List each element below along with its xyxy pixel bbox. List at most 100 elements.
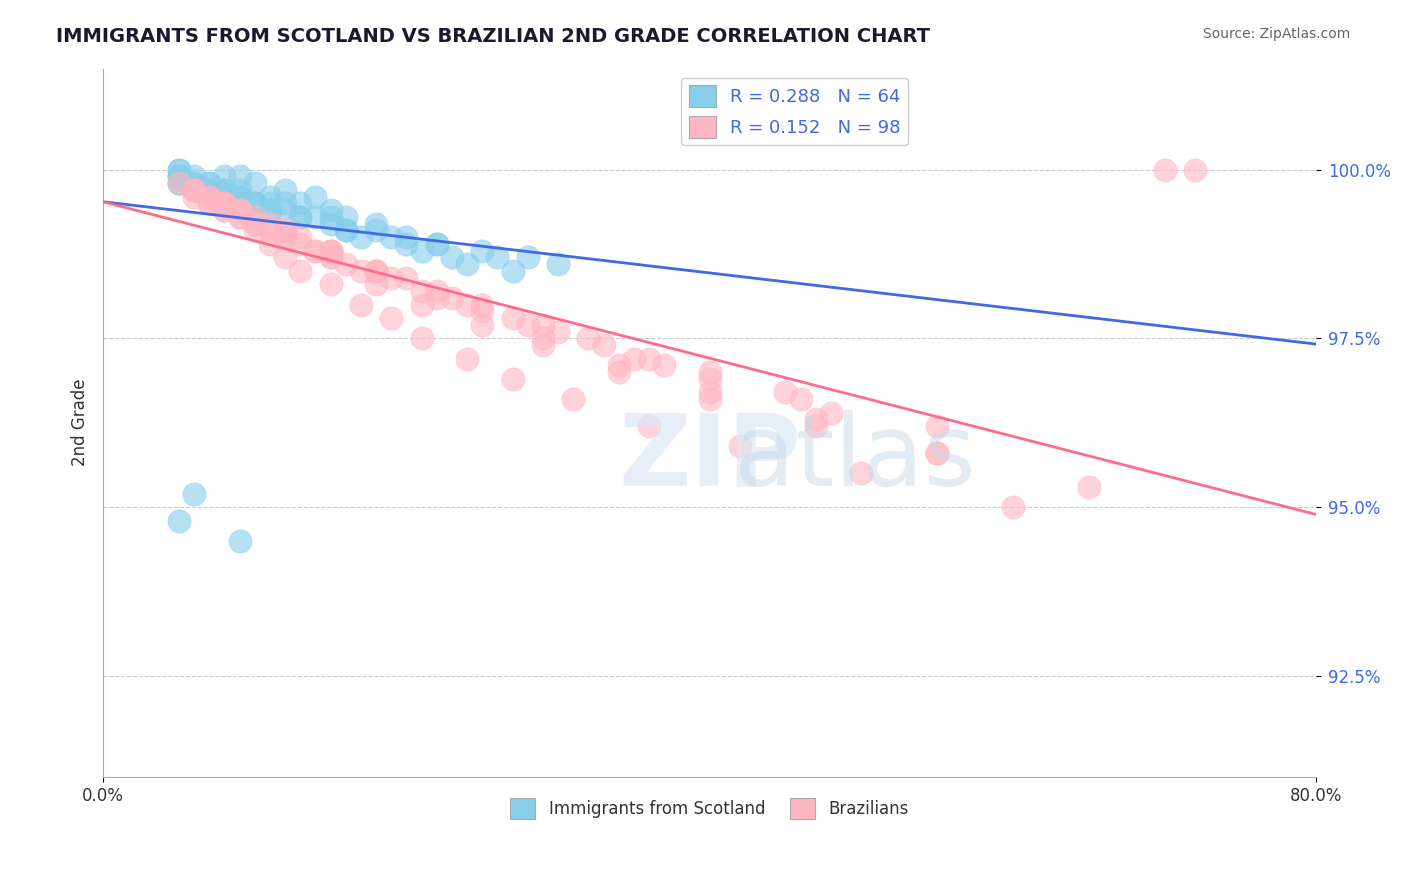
Point [259,196,281,211]
Point [274,230,297,244]
Point [426,236,449,251]
Point [1184,162,1206,177]
Point [820,406,842,420]
Point [927,419,949,434]
Point [426,291,449,305]
Text: IMMIGRANTS FROM SCOTLAND VS BRAZILIAN 2ND GRADE CORRELATION CHART: IMMIGRANTS FROM SCOTLAND VS BRAZILIAN 2N… [56,27,931,45]
Text: Source: ZipAtlas.com: Source: ZipAtlas.com [1202,27,1350,41]
Point [319,244,342,258]
Point [198,196,221,211]
Point [214,183,236,197]
Point [607,365,630,379]
Point [502,372,524,386]
Point [411,244,433,258]
Point [486,251,509,265]
Point [259,190,281,204]
Point [198,176,221,190]
Point [198,190,221,204]
Point [364,264,387,278]
Point [214,183,236,197]
Point [335,257,357,271]
Point [471,318,494,332]
Point [228,210,250,224]
Point [1153,162,1175,177]
Point [319,277,342,292]
Point [259,203,281,218]
Point [531,338,554,352]
Point [304,190,326,204]
Point [471,244,494,258]
Point [562,392,585,406]
Point [804,419,827,434]
Point [243,176,266,190]
Point [576,331,599,345]
Point [274,223,297,237]
Point [228,183,250,197]
Point [547,325,569,339]
Point [319,251,342,265]
Point [592,338,614,352]
Point [638,351,661,366]
Point [319,244,342,258]
Point [728,439,751,453]
Point [274,196,297,211]
Point [274,183,297,197]
Point [364,223,387,237]
Point [243,196,266,211]
Point [243,217,266,231]
Point [183,176,205,190]
Point [167,162,190,177]
Point [851,467,873,481]
Point [214,169,236,184]
Point [259,217,281,231]
Point [364,277,387,292]
Point [274,203,297,218]
Point [228,190,250,204]
Point [198,176,221,190]
Point [167,514,190,528]
Point [380,230,402,244]
Point [214,203,236,218]
Point [259,223,281,237]
Point [290,230,312,244]
Point [183,486,205,500]
Point [290,236,312,251]
Point [319,244,342,258]
Point [516,251,538,265]
Point [274,230,297,244]
Point [228,210,250,224]
Point [395,270,418,285]
Point [259,236,281,251]
Point [380,270,402,285]
Point [456,257,478,271]
Point [243,196,266,211]
Point [214,196,236,211]
Point [440,251,463,265]
Point [274,251,297,265]
Point [547,257,569,271]
Point [350,230,373,244]
Point [426,236,449,251]
Point [804,412,827,426]
Point [243,210,266,224]
Point [167,176,190,190]
Point [198,190,221,204]
Point [304,210,326,224]
Point [167,162,190,177]
Point [411,298,433,312]
Point [775,385,797,400]
Point [699,372,721,386]
Point [456,351,478,366]
Point [319,210,342,224]
Point [789,392,811,406]
Point [623,351,645,366]
Point [228,203,250,218]
Point [471,304,494,318]
Point [927,446,949,460]
Point [319,203,342,218]
Point [228,190,250,204]
Point [183,183,205,197]
Point [290,264,312,278]
Point [411,284,433,298]
Text: ZIP: ZIP [619,409,801,507]
